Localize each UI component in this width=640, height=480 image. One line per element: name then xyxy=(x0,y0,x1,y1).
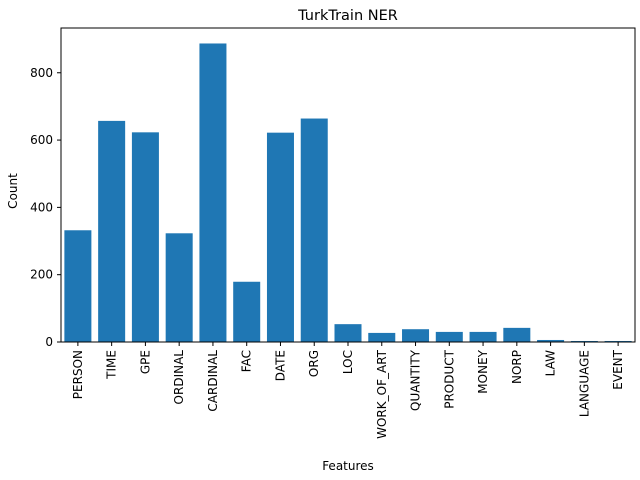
y-axis-label: Count xyxy=(6,173,20,209)
plot-frame xyxy=(60,27,636,343)
x-tick-label: CARDINAL xyxy=(206,350,220,412)
x-tick-label: MONEY xyxy=(476,349,490,393)
x-axis-label: Features xyxy=(322,459,374,473)
bar-event xyxy=(604,340,632,342)
x-tick-label: LOC xyxy=(341,350,355,374)
x-tick-label: TIME xyxy=(105,350,119,380)
x-tick-label: LANGUAGE xyxy=(577,350,591,417)
bar-person xyxy=(64,230,92,342)
chart-title: TurkTrain NER xyxy=(297,8,398,24)
x-tick-label: GPE xyxy=(138,350,152,374)
bar-org xyxy=(300,118,328,342)
bar-language xyxy=(570,340,598,342)
y-tick-label: 200 xyxy=(30,268,53,282)
x-tick-label: WORK_OF_ART xyxy=(375,349,389,439)
bar-loc xyxy=(334,324,362,342)
bar-quantity xyxy=(402,329,430,342)
x-tick-label: FAC xyxy=(240,350,254,372)
y-axis-ticks: 0 200 400 600 800 xyxy=(30,66,61,349)
y-tick-label: 800 xyxy=(30,66,53,80)
x-axis-ticks: PERSON TIME GPE ORDINAL CARDINAL FAC DATE ORG LO… xyxy=(71,342,625,439)
x-tick-label: ORG xyxy=(307,350,321,377)
bar-ordinal xyxy=(165,233,193,342)
y-tick-label: 400 xyxy=(30,200,53,214)
x-tick-label: ORDINAL xyxy=(172,350,186,405)
x-tick-label: PERSON xyxy=(71,350,85,399)
bar-time xyxy=(98,120,126,343)
bar-gpe xyxy=(131,132,159,342)
x-tick-label: PRODUCT xyxy=(442,349,456,408)
x-tick-label: LAW xyxy=(544,350,558,377)
x-tick-label: EVENT xyxy=(611,349,625,389)
bar-fac xyxy=(233,281,261,342)
bar-work-of-art xyxy=(368,332,396,342)
bar-law xyxy=(537,339,565,342)
y-tick-label: 600 xyxy=(30,133,53,147)
x-tick-label: NORP xyxy=(510,350,524,384)
bars-group xyxy=(64,43,632,343)
bar-cardinal xyxy=(199,43,227,343)
bar-product xyxy=(435,331,463,342)
bar-money xyxy=(469,331,497,342)
x-tick-label: QUANTITY xyxy=(409,349,423,411)
y-tick-label: 0 xyxy=(45,335,53,349)
bar-date xyxy=(266,132,294,342)
x-tick-label: DATE xyxy=(273,350,287,381)
bar-norp xyxy=(503,327,531,342)
